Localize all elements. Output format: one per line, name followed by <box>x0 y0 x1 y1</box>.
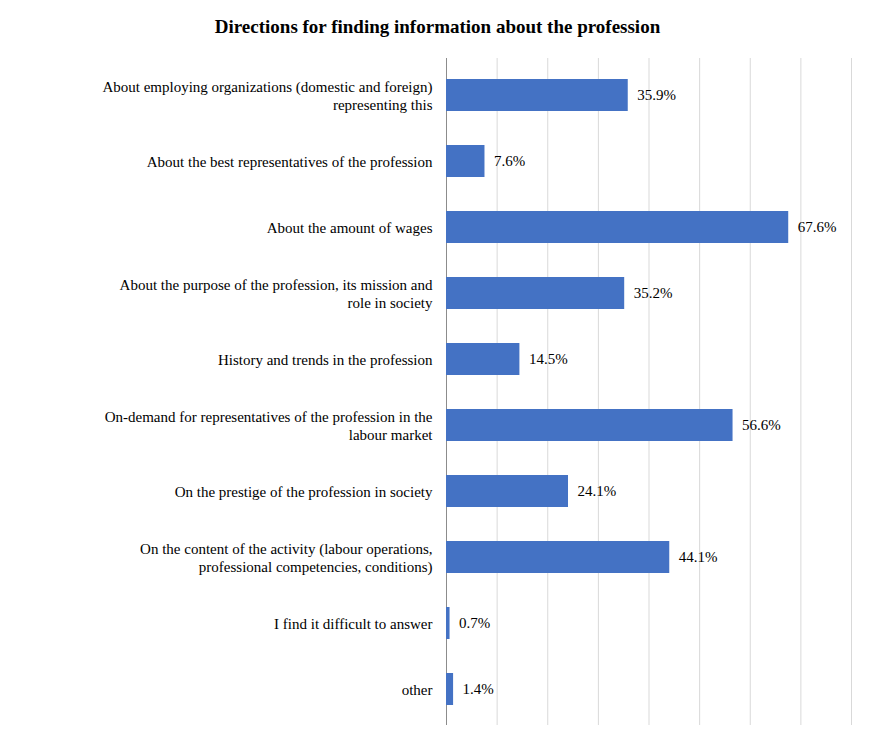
svg-text:1.4%: 1.4% <box>463 681 494 697</box>
html-text:Directions for finding informa: Directions for finding information about… <box>214 16 661 37</box>
svg-text:About the amount of wages: About the amount of wages <box>267 220 433 236</box>
svg-text:67.6%: 67.6% <box>798 219 837 235</box>
svg-text:On the prestige of the profess: On the prestige of the profession in soc… <box>175 484 433 500</box>
svg-text:0.7%: 0.7% <box>459 615 490 631</box>
svg-text:56.6%: 56.6% <box>742 417 781 433</box>
svg-text:On-demand for representatives: On-demand for representatives of the pro… <box>105 409 434 442</box>
svg-text:35.2%: 35.2% <box>634 285 673 301</box>
svg-text:24.1%: 24.1% <box>578 483 617 499</box>
svg-text:other: other <box>402 682 433 698</box>
svg-text:I find it difficult to answer: I find it difficult to answer <box>274 616 432 632</box>
svg-text:7.6%: 7.6% <box>494 153 525 169</box>
svg-text:On the content of the activity: On the content of the activity (labour o… <box>140 541 432 575</box>
svg-text:35.9%: 35.9% <box>637 87 676 103</box>
svg-text:About employing organizations: About employing organizations (domestic … <box>102 79 432 112</box>
svg-text:About the best representatives: About the best representatives of the pr… <box>147 154 433 170</box>
svg-text:History and trends in the prof: History and trends in the profession <box>218 352 433 368</box>
svg-text:About the purpose of the profe: About the purpose of the profession, its… <box>120 277 433 310</box>
svg-text:44.1%: 44.1% <box>679 549 718 565</box>
svg-text:14.5%: 14.5% <box>529 351 568 367</box>
